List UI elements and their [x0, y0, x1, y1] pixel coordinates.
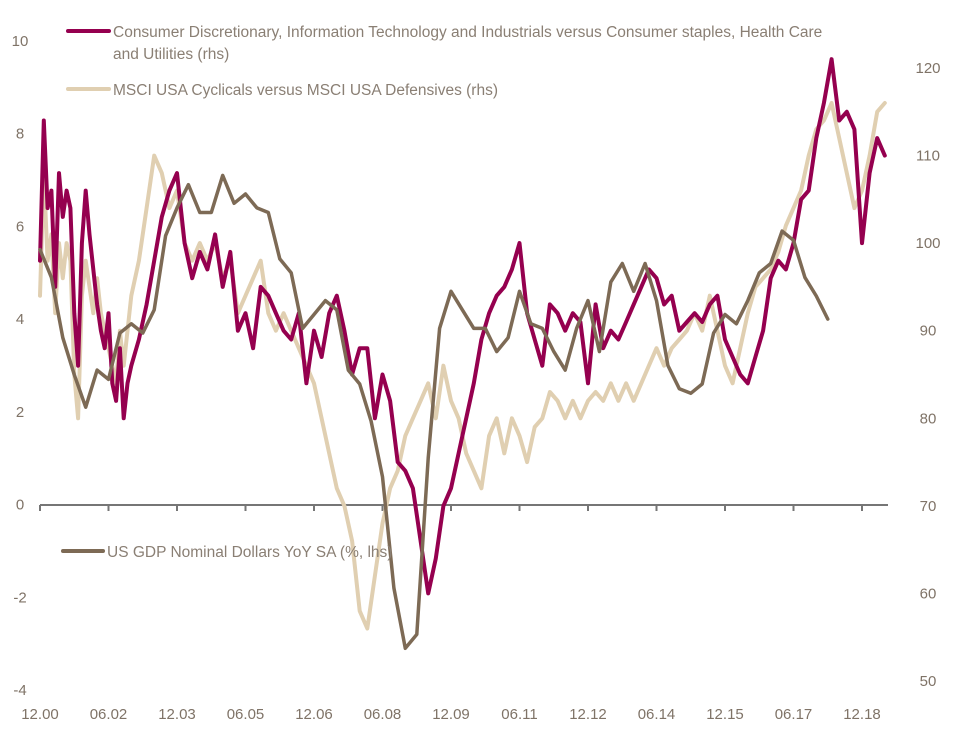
x-tick-label: 06.17	[775, 706, 813, 723]
y-left-tick-label: -4	[13, 682, 26, 699]
y-left-tick-label: 10	[12, 33, 29, 50]
y-left-tick-label: 2	[16, 404, 24, 421]
y-left-tick-labels: 10 8 6 4 2 0 -2 -4	[12, 33, 29, 699]
x-tick-label: 12.00	[21, 706, 59, 723]
x-tick-label: 06.05	[227, 706, 265, 723]
y-right-tick-label: 50	[920, 673, 937, 690]
legend: Consumer Discretionary, Information Tech…	[61, 24, 822, 561]
legend-item-discretionary: Consumer Discretionary, Information Tech…	[66, 24, 822, 63]
x-tick-label: 06.14	[638, 706, 676, 723]
y-right-tick-label: 60	[920, 585, 937, 602]
y-left-tick-label: 0	[16, 497, 24, 514]
x-tick-label: 12.06	[295, 706, 333, 723]
x-tick-label: 12.15	[706, 706, 744, 723]
legend-label-discretionary-line2: and Utilities (rhs)	[113, 46, 229, 63]
series-discretionary-line	[38, 57, 887, 596]
x-tick-labels: 12.00 06.02 12.03 06.05 12.06 06.08 12.09 06.11…	[21, 706, 881, 723]
legend-label-msci: MSCI USA Cyclicals versus MSCI USA Defen…	[113, 82, 498, 99]
y-right-tick-label: 70	[920, 498, 937, 515]
legend-item-gdp: US GDP Nominal Dollars YoY SA (%, lhs)	[61, 544, 392, 561]
y-right-tick-label: 120	[915, 60, 940, 77]
y-right-tick-label: 90	[920, 323, 937, 340]
y-right-tick-label: 110	[916, 148, 940, 165]
series-gdp-line	[38, 173, 830, 651]
x-tick-label: 12.12	[569, 706, 607, 723]
y-right-tick-label: 100	[915, 235, 940, 252]
y-left-tick-label: 4	[16, 311, 24, 328]
legend-item-msci: MSCI USA Cyclicals versus MSCI USA Defen…	[66, 82, 498, 99]
x-tick-label: 12.18	[843, 706, 881, 723]
x-ticks	[39, 505, 863, 511]
series-layer	[38, 57, 887, 651]
y-right-tick-labels: 120 110 100 90 80 70 60 50	[915, 60, 940, 690]
x-tick-label: 12.09	[432, 706, 470, 723]
legend-label-gdp: US GDP Nominal Dollars YoY SA (%, lhs)	[107, 544, 392, 561]
x-tick-label: 12.03	[158, 706, 196, 723]
legend-label-discretionary-line1: Consumer Discretionary, Information Tech…	[113, 24, 822, 41]
y-left-tick-label: 8	[16, 126, 24, 143]
y-left-tick-label: -2	[13, 589, 26, 606]
y-left-tick-label: 6	[16, 218, 24, 235]
axes: 12.00 06.02 12.03 06.05 12.06 06.08 12.09 06.11…	[12, 33, 941, 723]
y-right-tick-label: 80	[920, 410, 937, 427]
x-tick-label: 06.08	[364, 706, 402, 723]
x-tick-label: 06.02	[90, 706, 128, 723]
x-tick-label: 06.11	[501, 706, 537, 723]
